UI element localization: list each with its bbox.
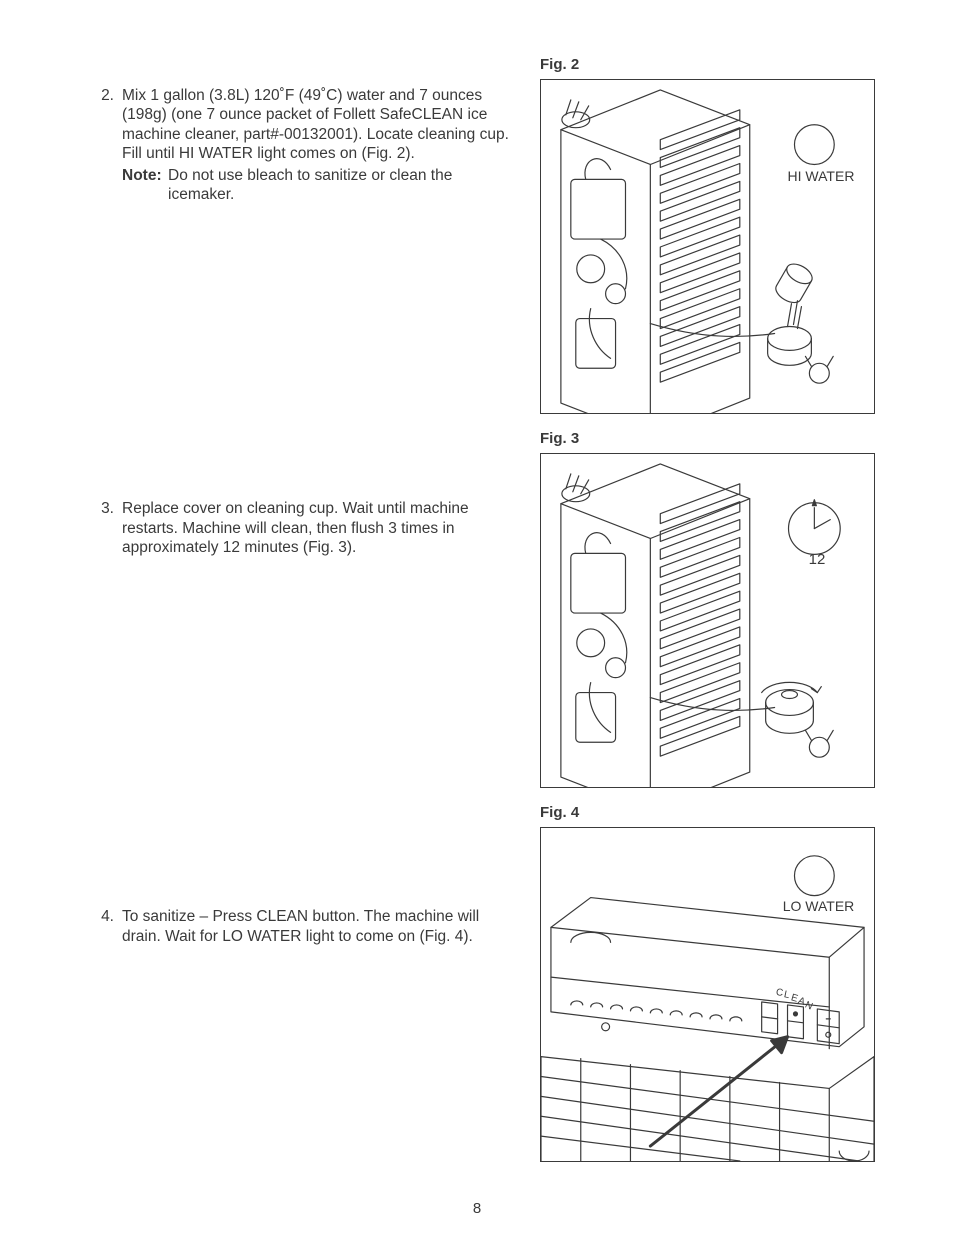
step-number: 2.	[80, 86, 122, 204]
step-text: Replace cover on cleaning cup. Wait unti…	[122, 500, 469, 556]
hi-water-label: HI WATER	[776, 168, 866, 184]
note-label: Note:	[122, 166, 168, 205]
figure-caption: Fig. 4	[540, 804, 875, 821]
step-number: 3.	[80, 499, 122, 557]
figure-caption: Fig. 3	[540, 430, 875, 447]
step-number: 4.	[80, 907, 122, 946]
step-2: 2. Mix 1 gallon (3.8L) 120˚F (49˚C) wate…	[80, 86, 510, 204]
figure-2-block: Fig. 2	[540, 56, 875, 414]
figure-caption: Fig. 2	[540, 56, 875, 73]
lo-water-label: LO WATER	[771, 898, 866, 914]
step-text: Mix 1 gallon (3.8L) 120˚F (49˚C) water a…	[122, 87, 509, 162]
step-note: Note: Do not use bleach to sanitize or c…	[122, 166, 510, 205]
figures-column: Fig. 2	[540, 56, 875, 1178]
figure-2-illustration: HI WATER	[540, 79, 875, 414]
note-text: Do not use bleach to sanitize or clean t…	[168, 166, 510, 205]
figure-4-block: Fig. 4	[540, 804, 875, 1162]
step-3: 3. Replace cover on cleaning cup. Wait u…	[80, 499, 510, 557]
page-number: 8	[0, 1200, 954, 1217]
instruction-steps: 2. Mix 1 gallon (3.8L) 120˚F (49˚C) wate…	[80, 56, 510, 1178]
clock-minutes-label: 12	[797, 551, 837, 568]
figure-4-illustration: C L E A N LO WATER	[540, 827, 875, 1162]
step-4: 4. To sanitize – Press CLEAN button. The…	[80, 907, 510, 946]
step-text: To sanitize – Press CLEAN button. The ma…	[122, 908, 479, 944]
figure-3-block: Fig. 3	[540, 430, 875, 788]
figure-3-illustration: 12	[540, 453, 875, 788]
